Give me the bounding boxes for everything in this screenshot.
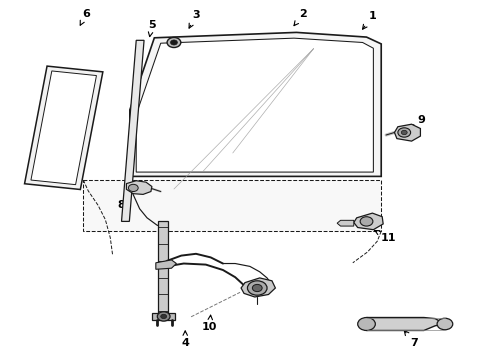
Text: 11: 11	[375, 230, 396, 243]
Polygon shape	[126, 181, 152, 194]
Polygon shape	[367, 318, 445, 330]
Circle shape	[161, 314, 167, 319]
Polygon shape	[122, 40, 144, 221]
Polygon shape	[24, 66, 103, 189]
Circle shape	[437, 318, 453, 330]
Text: 8: 8	[118, 198, 130, 210]
Polygon shape	[158, 221, 168, 317]
Circle shape	[358, 318, 375, 330]
Circle shape	[247, 281, 267, 295]
Text: 5: 5	[148, 20, 156, 37]
Text: 3: 3	[189, 10, 200, 28]
Circle shape	[360, 217, 373, 226]
Circle shape	[171, 40, 177, 45]
Polygon shape	[136, 38, 373, 172]
Polygon shape	[156, 260, 176, 269]
Text: 2: 2	[294, 9, 307, 26]
Text: 1: 1	[363, 11, 376, 29]
Polygon shape	[31, 71, 97, 185]
Polygon shape	[130, 32, 381, 176]
Circle shape	[128, 184, 138, 192]
Polygon shape	[394, 124, 420, 141]
Polygon shape	[337, 220, 354, 226]
Circle shape	[167, 37, 181, 48]
Polygon shape	[241, 278, 275, 297]
Circle shape	[252, 284, 262, 292]
Text: 4: 4	[181, 331, 189, 348]
Polygon shape	[152, 313, 175, 320]
Circle shape	[401, 130, 407, 135]
Text: 6: 6	[80, 9, 90, 25]
Circle shape	[398, 128, 411, 137]
Text: 7: 7	[404, 331, 418, 348]
Circle shape	[157, 312, 170, 321]
Polygon shape	[354, 213, 383, 230]
Text: 10: 10	[202, 315, 218, 332]
Text: 9: 9	[413, 114, 425, 130]
Polygon shape	[83, 180, 381, 231]
